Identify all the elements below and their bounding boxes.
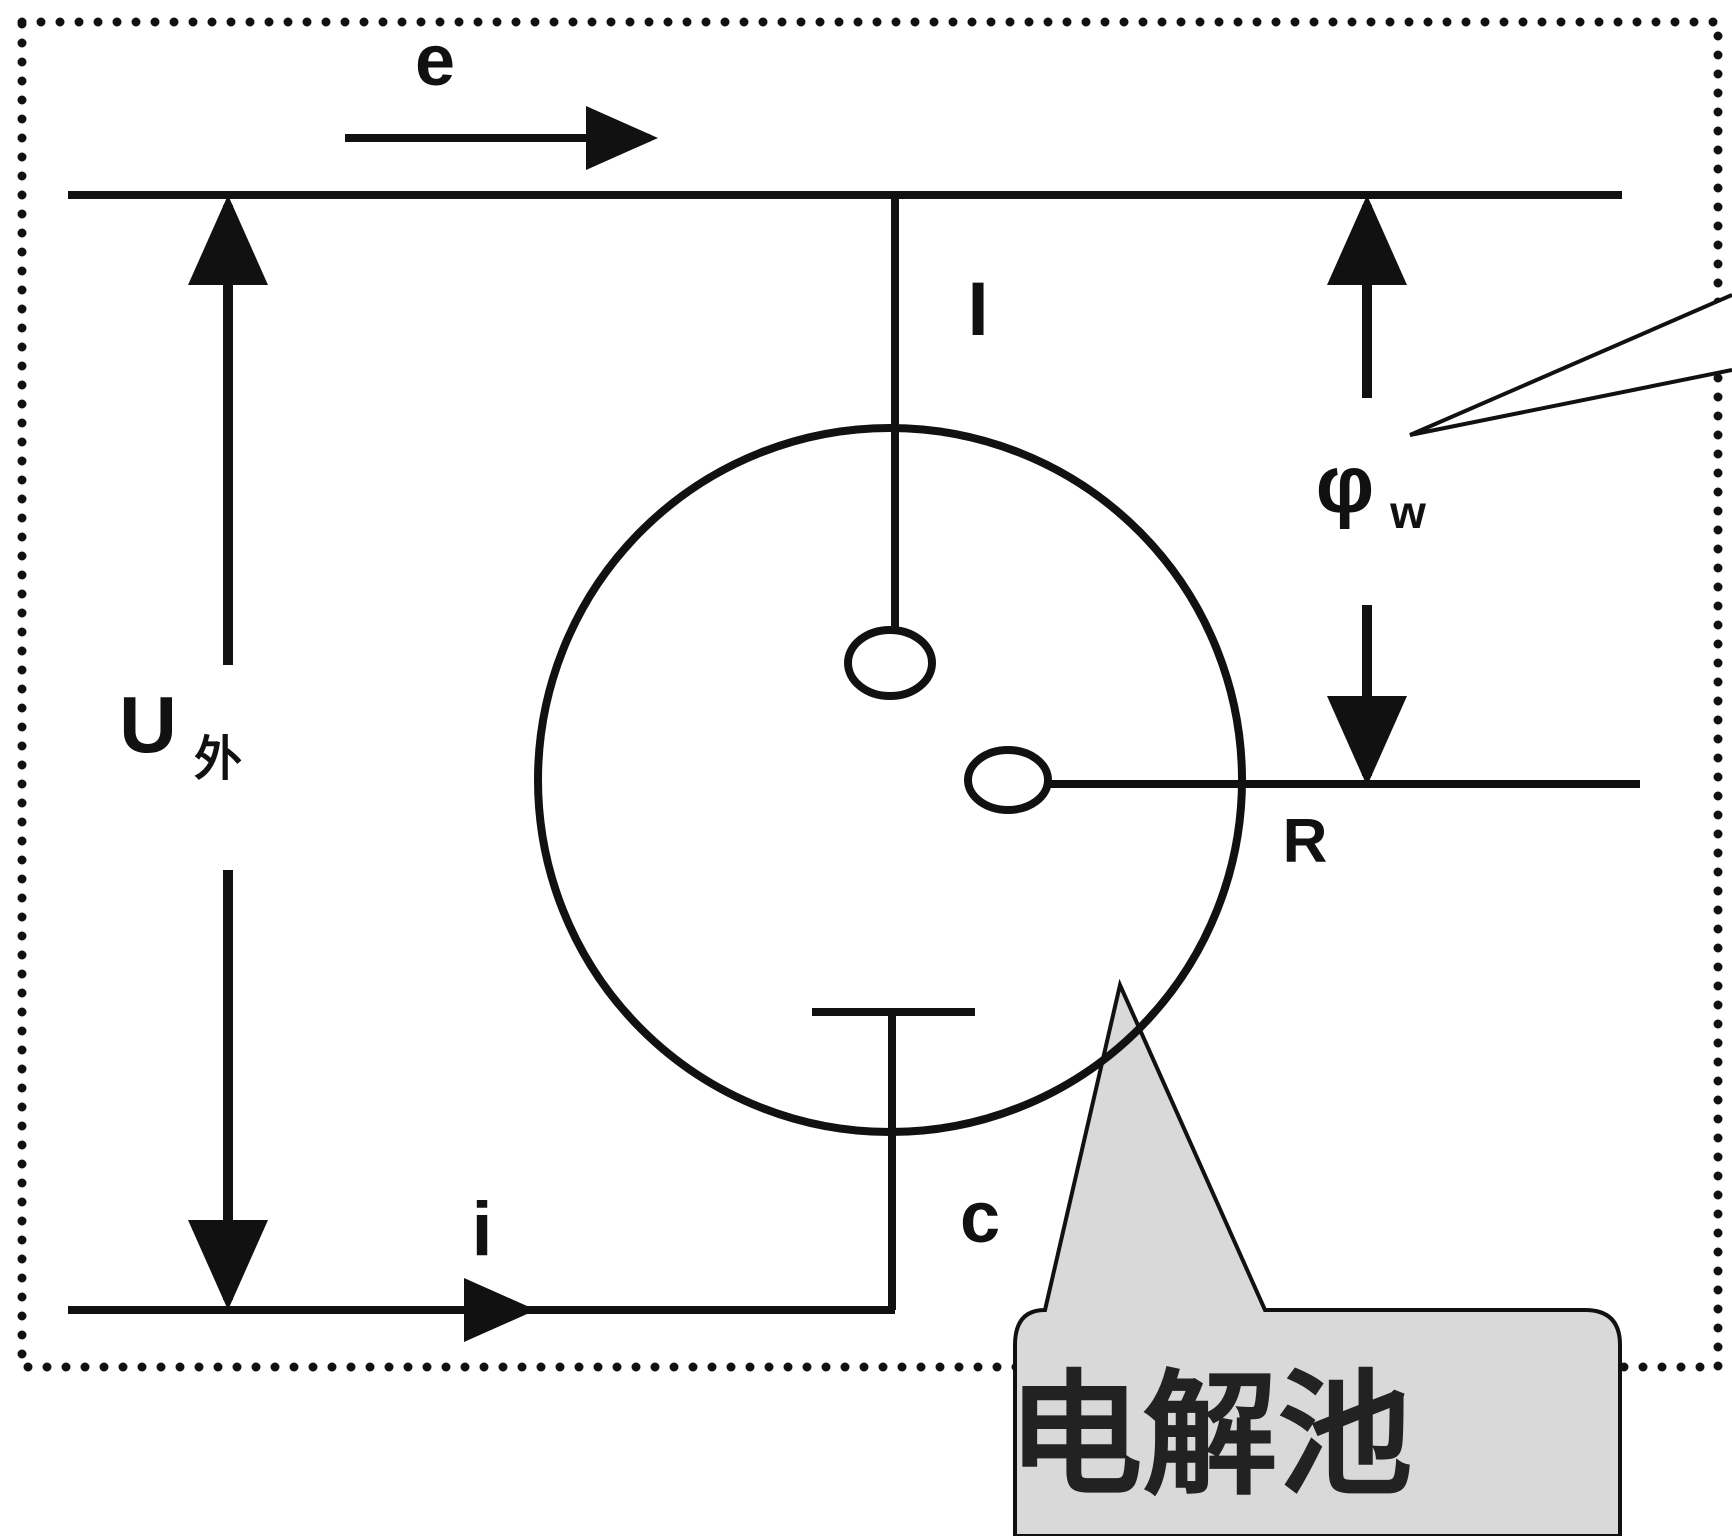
bottom-current-label: i	[471, 1187, 492, 1272]
reference-label: R	[1283, 807, 1328, 876]
working-electrode	[844, 626, 936, 700]
u-label: U	[119, 680, 177, 769]
callout-text: 电解池	[1008, 1355, 1413, 1514]
phi-subscript: w	[1389, 486, 1426, 538]
u-subscript: 外	[194, 731, 242, 787]
electron-label: e	[415, 21, 455, 101]
top-current-label: I	[967, 267, 988, 352]
reference-electrode	[964, 746, 1052, 814]
right-callout-pointer	[1409, 293, 1732, 437]
callout-bubble	[1013, 978, 1622, 1536]
phi-label: φ	[1316, 439, 1375, 530]
counter-label: c	[960, 1178, 1000, 1258]
